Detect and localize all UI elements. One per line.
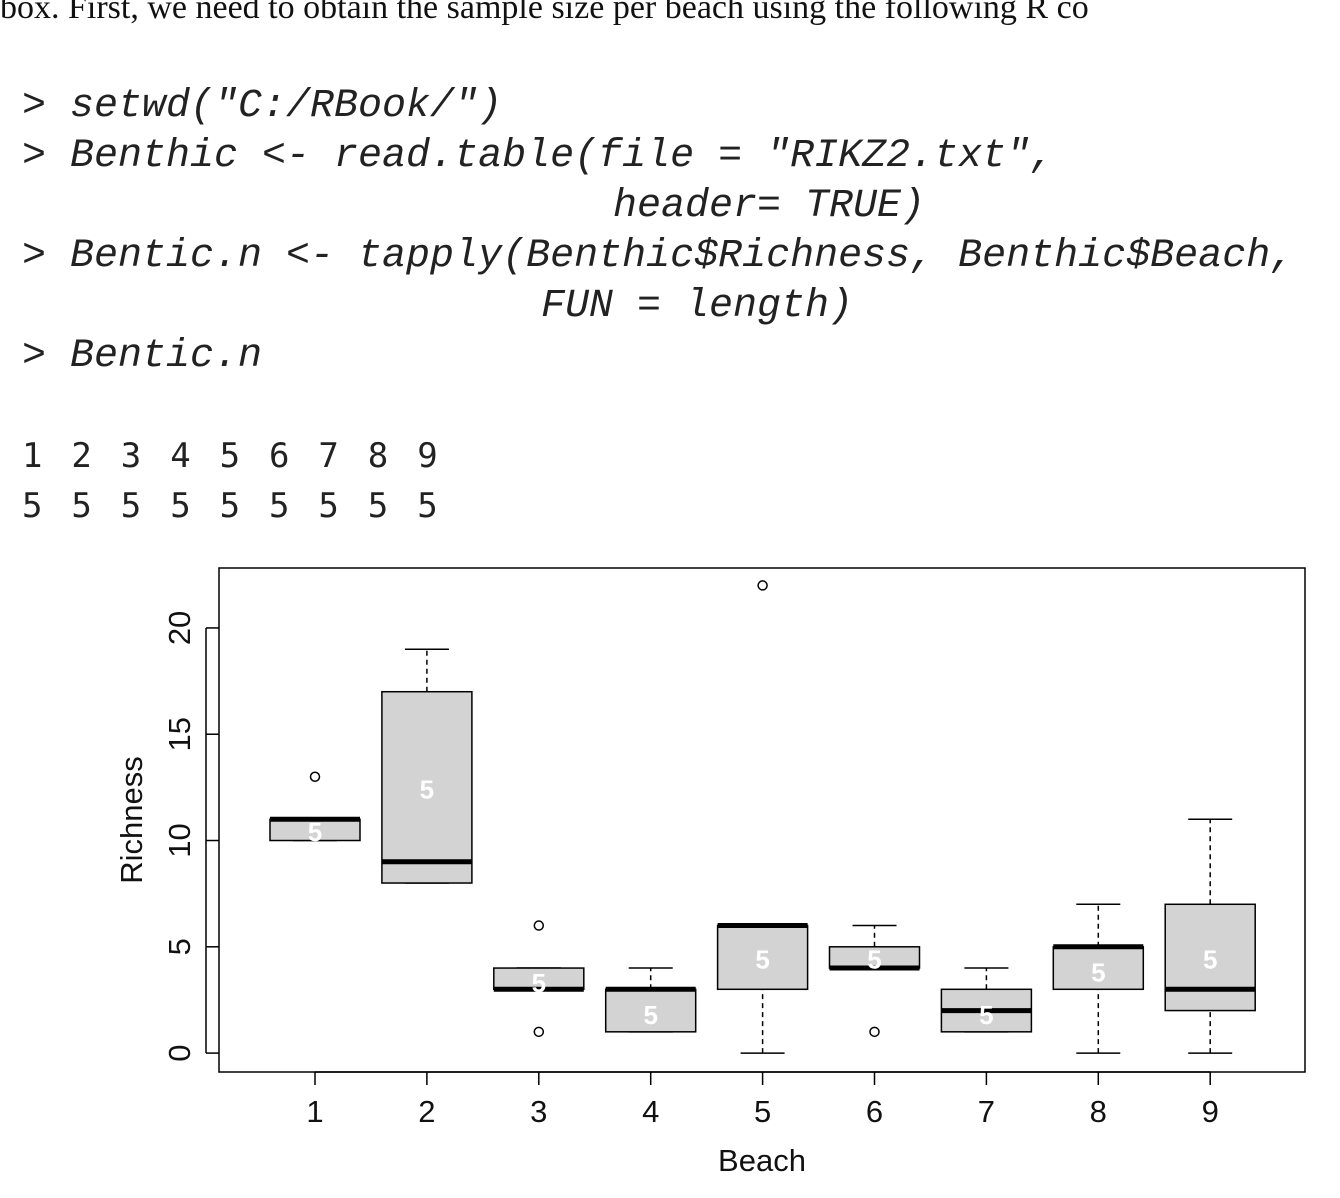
y-axis-label: Richness <box>114 756 149 884</box>
y-tick-label: 20 <box>162 611 197 645</box>
x-tick-label: 2 <box>418 1094 435 1129</box>
x-tick-label: 7 <box>978 1094 995 1129</box>
code-prompt: > <box>22 334 46 379</box>
n-label: 5 <box>755 945 769 975</box>
output-name: 2 <box>71 436 91 476</box>
y-tick-label: 5 <box>162 938 197 955</box>
n-label: 5 <box>1203 945 1217 975</box>
output-count: 5 <box>269 486 289 526</box>
code-line: Benthic <- read.table(file = "RIKZ2.txt"… <box>70 134 1054 179</box>
outlier <box>869 1026 880 1038</box>
output-name: 5 <box>220 436 240 476</box>
code-line: FUN = length) <box>541 284 853 329</box>
y-tick-label: 15 <box>162 717 197 751</box>
box <box>716 924 809 991</box>
y-tick-label: 0 <box>162 1044 197 1061</box>
outlier <box>757 580 768 591</box>
n-label: 5 <box>308 817 322 847</box>
code-line: header= TRUE) <box>613 184 925 229</box>
box <box>1052 946 1145 991</box>
output-name: 7 <box>318 436 338 476</box>
output-name: 4 <box>170 436 190 476</box>
output-name: 1 <box>22 436 42 476</box>
output-name: 3 <box>121 436 141 476</box>
output-count: 5 <box>417 486 437 526</box>
output-name: 6 <box>269 436 289 476</box>
code-line: Bentic.n <box>70 334 262 379</box>
n-label: 5 <box>1091 957 1105 987</box>
outlier <box>309 771 321 782</box>
x-tick-label: 4 <box>642 1094 659 1129</box>
code-line: Bentic.n <- tapply(Benthic$Richness, Ben… <box>70 234 1294 279</box>
outlier <box>533 1026 545 1038</box>
output-count: 5 <box>22 486 42 526</box>
outlier <box>533 920 545 931</box>
x-axis-label: Beach <box>718 1143 806 1178</box>
intro-text: box. First, we need to obtain the sample… <box>0 0 1089 26</box>
x-tick-label: 9 <box>1202 1094 1219 1129</box>
n-label: 5 <box>867 945 881 975</box>
output-name: 8 <box>368 436 388 476</box>
output-count: 5 <box>71 486 91 526</box>
output-count: 5 <box>220 486 240 526</box>
y-tick-label: 10 <box>162 823 197 857</box>
n-label: 5 <box>643 1000 657 1030</box>
output-count: 5 <box>368 486 388 526</box>
x-tick-label: 8 <box>1090 1094 1107 1129</box>
x-tick-label: 1 <box>306 1094 323 1129</box>
n-label: 5 <box>420 774 434 804</box>
x-tick-label: 3 <box>530 1094 547 1129</box>
box <box>381 690 473 884</box>
code-prompt: > <box>22 234 46 279</box>
output-name: 9 <box>417 436 437 476</box>
code-prompt: > <box>22 134 46 179</box>
output-count: 5 <box>121 486 141 526</box>
box <box>1164 903 1256 1012</box>
output-count: 5 <box>170 486 190 526</box>
n-label: 5 <box>979 1000 993 1030</box>
x-tick-label: 5 <box>754 1094 771 1129</box>
x-tick-label: 6 <box>866 1094 883 1129</box>
n-label: 5 <box>532 968 546 998</box>
code-prompt: > <box>22 84 46 129</box>
code-line: setwd("C:/RBook/") <box>70 84 502 129</box>
box <box>604 988 697 1033</box>
output-count: 5 <box>318 486 338 526</box>
